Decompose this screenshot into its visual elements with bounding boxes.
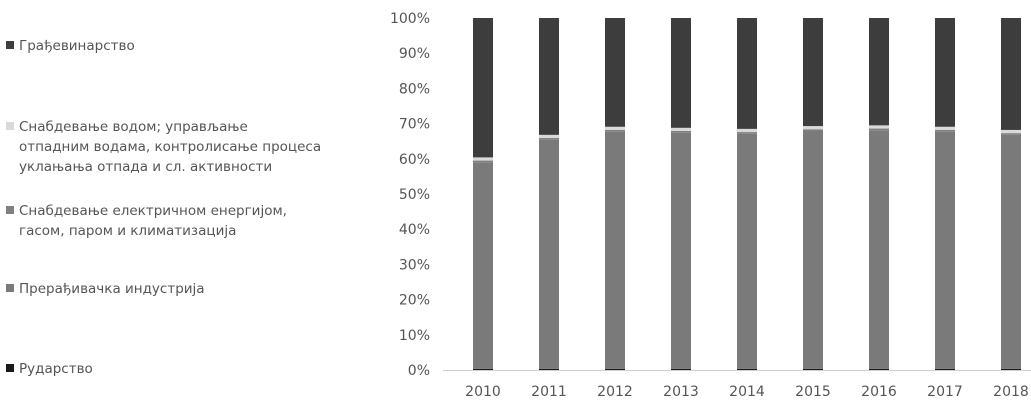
bar-stack-2010 xyxy=(473,18,493,370)
legend-label-electricity: Снабдевање електричном енергијом, гасом,… xyxy=(19,203,287,239)
bar-stack-2016 xyxy=(869,18,889,370)
bar-segment xyxy=(671,130,691,133)
x-axis: 2010 2011 2012 2013 2014 2015 2016 2017 2018 xyxy=(465,384,1029,400)
bar-segment xyxy=(671,132,691,369)
legend-label-mining: Рударство xyxy=(19,361,93,377)
bar-segment xyxy=(935,131,955,369)
bar-segment xyxy=(671,18,691,128)
bar-segment xyxy=(473,160,493,163)
bar-segment xyxy=(473,162,493,369)
bar-segment xyxy=(869,368,889,370)
bar-stack-2011 xyxy=(539,18,559,370)
bar-segment xyxy=(935,129,955,132)
bar-segment xyxy=(869,130,889,369)
y-tick-label: 40% xyxy=(399,222,430,238)
bar-segment xyxy=(869,125,889,129)
bar-segment xyxy=(473,18,493,158)
bar-stack-2018 xyxy=(1001,18,1021,370)
y-tick-label: 50% xyxy=(399,187,430,203)
bar-segment xyxy=(935,368,955,370)
bar-segment xyxy=(869,18,889,126)
bar-segment xyxy=(539,134,559,139)
legend-item-manufacturing: Прерађивачка индустрија xyxy=(6,279,205,299)
y-tick-label: 80% xyxy=(399,81,430,97)
x-tick-label: 2016 xyxy=(861,384,897,400)
bar-segment xyxy=(539,139,559,369)
x-tick-label: 2018 xyxy=(993,384,1029,400)
legend-swatch-manufacturing xyxy=(6,284,14,292)
bar-stack-2012 xyxy=(605,18,625,370)
bar-segment xyxy=(539,18,559,135)
y-tick-label: 60% xyxy=(399,152,430,168)
bar-segment xyxy=(935,126,955,130)
legend-item-water-supply: Снабдевање водом; управљање отпадним вод… xyxy=(6,117,321,177)
legend-label-water-supply: Снабдевање водом; управљање отпадним вод… xyxy=(19,119,322,175)
bar-segment xyxy=(605,126,625,130)
bar-segment xyxy=(539,138,559,140)
legend-swatch-construction xyxy=(6,41,14,49)
bar-segment xyxy=(869,128,889,131)
legend-item-electricity: Снабдевање електричном енергијом, гасом,… xyxy=(6,201,287,241)
x-tick-label: 2014 xyxy=(729,384,765,400)
bar-segment xyxy=(1001,133,1021,135)
y-tick-label: 90% xyxy=(399,46,430,62)
legend-swatch-mining xyxy=(6,364,14,372)
bar-segment xyxy=(605,131,625,369)
x-tick-label: 2013 xyxy=(663,384,699,400)
bar-segment xyxy=(473,368,493,370)
bar-stack-2015 xyxy=(803,18,823,370)
y-tick-label: 30% xyxy=(399,257,430,273)
legend-label-construction: Грађевинарство xyxy=(19,38,135,54)
bar-segment xyxy=(737,128,757,133)
y-tick-label: 100% xyxy=(390,11,430,27)
x-tick-label: 2011 xyxy=(531,384,567,400)
y-axis: 0% 10% 20% 30% 40% 50% 60% 70% 80% 90% 100% xyxy=(390,11,430,379)
bar-segment xyxy=(1001,18,1021,130)
bar-segment xyxy=(803,18,823,127)
x-tick-label: 2010 xyxy=(465,384,501,400)
bar-segment xyxy=(473,157,493,161)
bar-segment xyxy=(737,132,757,134)
bar-segment xyxy=(803,129,823,131)
x-tick-label: 2017 xyxy=(927,384,963,400)
y-tick-label: 10% xyxy=(399,328,430,344)
bar-segment xyxy=(671,127,691,131)
bar-segment xyxy=(605,129,625,132)
legend-swatch-water-supply xyxy=(6,122,14,130)
bar-segment xyxy=(605,368,625,370)
legend-label-manufacturing: Прерађивачка индустрија xyxy=(19,281,205,297)
bar-segment xyxy=(935,18,955,127)
bar-stack-2013 xyxy=(671,18,691,370)
x-tick-label: 2012 xyxy=(597,384,633,400)
y-tick-label: 20% xyxy=(399,293,430,309)
y-tick-label: 70% xyxy=(399,117,430,133)
bar-segment xyxy=(671,368,691,370)
bar-segment xyxy=(803,368,823,370)
legend-swatch-electricity xyxy=(6,206,14,214)
bar-segment xyxy=(1001,134,1021,369)
bar-segment xyxy=(605,18,625,127)
legend-item-mining: Рударство xyxy=(6,359,93,379)
bar-segment xyxy=(803,126,823,130)
x-tick-label: 2015 xyxy=(795,384,831,400)
bar-segment xyxy=(539,368,559,370)
bar-segment xyxy=(803,130,823,369)
bar-stack-2017 xyxy=(935,18,955,370)
bar-stack-2014 xyxy=(737,18,757,370)
legend-item-construction: Грађевинарство xyxy=(6,36,135,56)
bar-segment xyxy=(737,368,757,370)
y-tick-label: 0% xyxy=(408,363,430,379)
bar-stacks xyxy=(473,18,1021,370)
bar-segment xyxy=(737,133,757,369)
bar-segment xyxy=(1001,368,1021,370)
bar-segment xyxy=(1001,129,1021,134)
chart-legend: Грађевинарство Снабдевање водом; управља… xyxy=(6,0,346,407)
bar-segment xyxy=(737,18,757,129)
